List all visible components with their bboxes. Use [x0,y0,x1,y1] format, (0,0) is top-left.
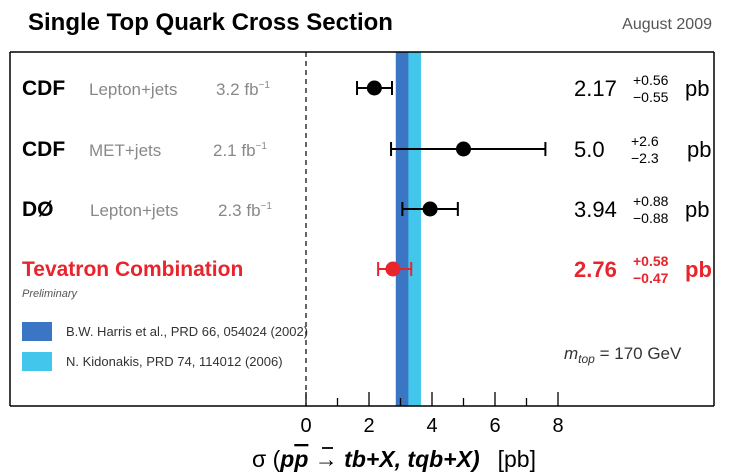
x-axis: 0 2 4 6 8 σ (pp → tb+X, tqb+X) [pb] [10,392,714,472]
x-tick-label: 4 [426,415,437,437]
channel-label: Lepton+jets [90,201,178,220]
preliminary-note: Preliminary [22,288,79,300]
experiment-label: CDF [22,77,65,100]
luminosity-label: 2.3 fb−1 [218,201,272,220]
data-point [366,80,382,96]
unit-label: pb [687,137,711,162]
measurement-row: CDF MET+jets 2.1 fb−1 5.0 +2.6−2.3 pb [22,133,711,166]
measurement-rows: CDF Lepton+jets 3.2 fb−1 2.17 +0.56−0.55 pbCD… [22,72,712,300]
error-up-label: +2.6 [631,133,659,149]
legend-label-2: N. Kidonakis, PRD 74, 114012 (2006) [66,354,283,369]
unit-label: pb [685,197,709,222]
measurement-row: DØ Lepton+jets 2.3 fb−1 3.94 +0.88−0.88 pb [22,193,709,226]
experiment-label: Tevatron Combination [22,258,243,281]
measurement-row: Tevatron Combination Preliminary 2.76 +0.58… [22,253,712,300]
value-label: 5.0 [574,137,605,162]
data-point [456,141,471,157]
theory-band-2 [408,52,421,406]
value-label: 2.76 [574,257,617,282]
value-label: 2.17 [574,76,617,101]
data-point [422,201,438,217]
experiment-label: CDF [22,138,65,161]
error-up-label: +0.88 [633,193,669,209]
error-down-label: −0.55 [633,89,669,105]
theory-bands [395,52,421,406]
data-point [385,261,401,277]
error-down-label: −0.88 [633,210,669,226]
error-down-label: −2.3 [631,150,659,166]
channel-label: MET+jets [89,141,161,160]
error-up-label: +0.58 [633,253,669,269]
top-mass-label: mtop = 170 GeV [564,344,682,366]
x-tick-label: 0 [300,415,311,437]
error-up-label: +0.56 [633,72,669,88]
luminosity-label: 2.1 fb−1 [213,141,267,160]
luminosity-label: 3.2 fb−1 [216,80,270,99]
legend-swatch-2 [22,352,52,371]
unit-label: pb [685,76,709,101]
x-tick-label: 2 [363,415,374,437]
plot-frame [9,51,715,406]
channel-label: Lepton+jets [89,80,177,99]
measurement-row: CDF Lepton+jets 3.2 fb−1 2.17 +0.56−0.55 pb [22,72,709,105]
unit-label: pb [685,257,712,282]
chart-title: Single Top Quark Cross Section [28,9,393,36]
value-label: 3.94 [574,197,617,222]
legend-swatch-1 [22,322,52,341]
x-tick-label: 8 [552,415,563,437]
legend-label-1: B.W. Harris et al., PRD 66, 054024 (2002… [66,324,308,339]
x-tick-label: 6 [489,415,500,437]
error-down-label: −0.47 [633,270,669,286]
chart-date: August 2009 [622,16,712,33]
theory-band-1 [395,52,412,406]
experiment-label: DØ [22,198,54,221]
legend: B.W. Harris et al., PRD 66, 054024 (2002… [22,322,682,371]
x-axis-label: σ (pp → tb+X, tqb+X) [pb] [252,446,536,472]
